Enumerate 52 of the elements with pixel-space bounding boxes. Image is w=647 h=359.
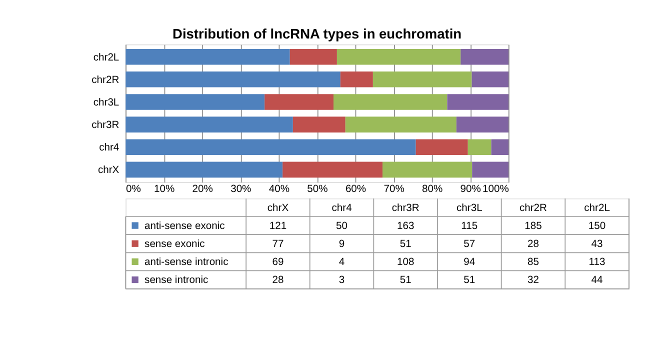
y-tick-label: chrX [98, 165, 120, 176]
x-tick-label: 50% [307, 184, 328, 195]
category-label: chr2L [584, 202, 610, 214]
legend-label: anti-sense exonic [144, 220, 225, 232]
text: 113 [588, 257, 606, 268]
category-label: chr2R [519, 202, 547, 214]
x-tick-label: 80% [422, 184, 443, 195]
category-label: chr4 [332, 202, 352, 214]
x-tick-label: 20% [192, 184, 213, 195]
text: 150 [588, 220, 606, 232]
y-tick-label: chr4 [99, 142, 120, 154]
category-label: chrX [267, 202, 289, 214]
text: 121 [269, 220, 287, 232]
legend-label: sense intronic [144, 275, 208, 286]
x-tick-label: 90% [460, 184, 481, 195]
text: 51 [400, 239, 412, 250]
text: 4 [338, 257, 345, 268]
text: 9 [338, 239, 345, 250]
chart-title: Distribution of lncRNA types in euchromatin [172, 26, 462, 42]
text: 32 [527, 275, 540, 286]
text: 51 [400, 275, 412, 286]
text: 163 [396, 220, 414, 232]
x-tick-label: 100% [482, 184, 509, 195]
x-tick-label: 30% [230, 184, 252, 195]
x-tick-label: 0% [126, 184, 141, 195]
text: 51 [464, 275, 476, 286]
x-tick-label: 10% [154, 184, 175, 195]
y-tick-label: chr2L [93, 52, 120, 64]
text: 3 [338, 275, 345, 286]
y-tick-label: chr2R [92, 74, 120, 86]
text: 108 [396, 257, 414, 268]
x-tick-label: 70% [384, 184, 404, 195]
text: 115 [461, 220, 478, 232]
text: 185 [524, 220, 542, 232]
category-label: chr3L [456, 202, 482, 214]
text: 44 [591, 275, 604, 286]
text: 85 [527, 257, 540, 268]
text: 77 [272, 239, 284, 250]
text: 69 [272, 257, 284, 268]
x-tick-label: 40% [268, 184, 290, 195]
text: 50 [336, 220, 348, 232]
text: 28 [527, 239, 540, 250]
text: 43 [591, 239, 604, 250]
text: 57 [464, 239, 476, 250]
legend-label: anti-sense intronic [144, 257, 228, 268]
y-tick-label: chr3R [92, 120, 120, 131]
y-tick-label: chr3L [93, 97, 120, 108]
category-label: chr3R [392, 202, 420, 214]
legend-label: sense exonic [144, 239, 205, 250]
text: 28 [272, 275, 284, 286]
text: 94 [464, 257, 476, 268]
x-tick-label: 60% [345, 184, 366, 195]
